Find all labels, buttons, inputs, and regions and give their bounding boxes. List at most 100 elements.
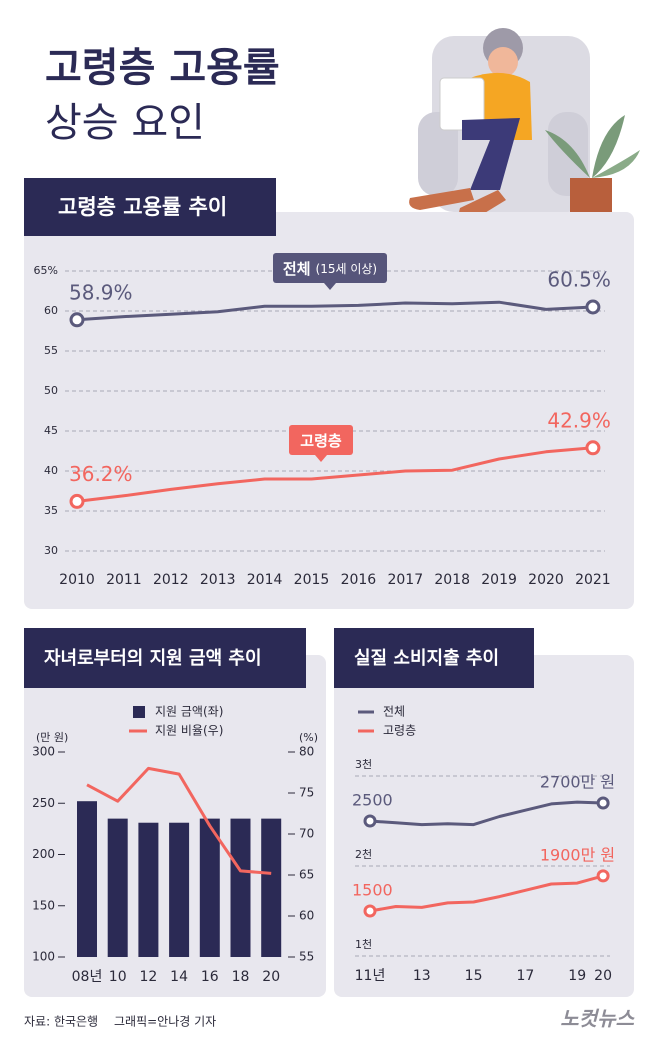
panel-tab bbox=[24, 178, 276, 236]
data-label: 1500 bbox=[352, 881, 393, 900]
x-tick-label: 16 bbox=[201, 969, 219, 985]
series-label-box bbox=[273, 253, 387, 283]
series-label-pointer bbox=[315, 455, 327, 462]
y-tick-label: 2천 bbox=[355, 847, 372, 861]
x-tick-label: 2016 bbox=[341, 572, 377, 588]
bar bbox=[169, 822, 190, 957]
series-label-box bbox=[289, 425, 353, 455]
series-label: 고령층 bbox=[300, 432, 342, 450]
y-tick-label: 60 bbox=[44, 304, 58, 317]
y-tick-label: 35 bbox=[44, 504, 58, 517]
panel-tab bbox=[334, 628, 534, 688]
y2-tick-label: 80 bbox=[299, 745, 314, 759]
y-tick-label: 100 bbox=[32, 950, 55, 964]
y-tick-label: 3천 bbox=[355, 757, 372, 771]
y2-tick-label: 70 bbox=[299, 827, 314, 841]
x-tick-label: 2014 bbox=[247, 572, 283, 588]
x-tick-label: 11년 bbox=[355, 968, 386, 984]
chart-title: 자녀로부터의 지원 금액 추이 bbox=[44, 648, 262, 669]
x-tick-label: 2013 bbox=[200, 572, 236, 588]
point bbox=[596, 796, 610, 810]
credit: 그래픽=안나경 기자 bbox=[114, 1015, 216, 1029]
y-axis-label: (만 원) bbox=[36, 731, 68, 744]
point bbox=[596, 869, 610, 883]
line bbox=[369, 874, 604, 913]
point bbox=[585, 440, 601, 456]
line bbox=[76, 446, 594, 503]
y-tick-label: 65% bbox=[34, 264, 58, 277]
legend-label: 고령층 bbox=[383, 724, 416, 738]
x-tick-label: 2015 bbox=[294, 572, 330, 588]
chart-title: 실질 소비지출 추이 bbox=[354, 648, 499, 669]
x-tick-label: 2018 bbox=[434, 572, 470, 588]
x-tick-label: 12 bbox=[139, 969, 157, 985]
title: 고령층 고용률 bbox=[45, 45, 280, 91]
point bbox=[363, 904, 377, 918]
source: 자료: 한국은행 bbox=[24, 1014, 98, 1029]
line bbox=[86, 766, 272, 875]
x-tick-label: 10 bbox=[109, 969, 127, 985]
legend-label: 전체 bbox=[383, 705, 405, 719]
x-tick-label: 17 bbox=[516, 968, 534, 984]
x-tick-label: 2010 bbox=[59, 572, 95, 588]
x-tick-label: 13 bbox=[413, 968, 431, 984]
y-tick-label: 45 bbox=[44, 424, 58, 437]
y-tick-label: 300 bbox=[32, 745, 55, 759]
x-tick-label: 2020 bbox=[528, 572, 564, 588]
y2-tick-label: 55 bbox=[299, 950, 314, 964]
bar bbox=[261, 818, 282, 957]
x-tick-label: 20 bbox=[594, 968, 612, 984]
data-label: 58.9% bbox=[69, 280, 133, 304]
data-label: 2500 bbox=[352, 791, 393, 810]
point bbox=[363, 814, 377, 828]
x-tick-label: 2012 bbox=[153, 572, 189, 588]
x-tick-label: 2011 bbox=[106, 572, 142, 588]
illustration bbox=[409, 28, 640, 222]
y2-tick-label: 65 bbox=[299, 868, 314, 882]
line bbox=[369, 800, 604, 827]
x-tick-label: 15 bbox=[465, 968, 483, 984]
y-tick-label: 150 bbox=[32, 898, 55, 912]
data-label: 2700만 원 bbox=[540, 773, 615, 792]
legend-label: 지원 비율(우) bbox=[155, 724, 223, 738]
series-label: 전체 (15세 이상) bbox=[283, 260, 377, 278]
bar bbox=[199, 818, 220, 957]
y-tick-label: 30 bbox=[44, 544, 58, 557]
bar bbox=[138, 822, 159, 957]
y-tick-label: 250 bbox=[32, 796, 55, 810]
point bbox=[69, 312, 85, 328]
y2-tick-label: 75 bbox=[299, 786, 314, 800]
y-tick-label: 200 bbox=[32, 847, 55, 861]
line bbox=[76, 300, 593, 322]
y-tick-label: 50 bbox=[44, 384, 58, 397]
y2-axis-label: (%) bbox=[299, 731, 318, 744]
y2-tick-label: 60 bbox=[299, 909, 314, 923]
x-tick-label: 19 bbox=[568, 968, 586, 984]
y-tick-label: 40 bbox=[44, 464, 58, 477]
point bbox=[69, 493, 85, 509]
series-name: 고령층 bbox=[300, 432, 342, 450]
y-tick-label: 55 bbox=[44, 344, 58, 357]
panel bbox=[334, 655, 634, 997]
point bbox=[585, 299, 601, 315]
x-tick-label: 14 bbox=[170, 969, 188, 985]
panel-tab bbox=[24, 628, 306, 688]
data-label: 36.2% bbox=[69, 462, 133, 486]
bar bbox=[77, 801, 97, 957]
chart-title: 고령층 고용률 추이 bbox=[58, 195, 227, 219]
legend-swatch bbox=[133, 706, 145, 718]
x-tick-label: 18 bbox=[232, 969, 250, 985]
x-tick-label: 08년 bbox=[72, 969, 103, 985]
x-tick-label: 20 bbox=[262, 969, 280, 985]
bar bbox=[107, 818, 128, 957]
x-tick-label: 2021 bbox=[575, 572, 611, 588]
data-label: 60.5% bbox=[547, 268, 611, 292]
series-label-pointer bbox=[324, 283, 336, 290]
legend-label: 지원 금액(좌) bbox=[155, 705, 223, 719]
series-name: 전체 bbox=[283, 260, 311, 278]
y-tick-label: 1천 bbox=[355, 937, 372, 951]
data-label: 42.9% bbox=[547, 408, 611, 432]
logo: 노컷뉴스 bbox=[560, 1007, 635, 1031]
series-note: (15세 이상) bbox=[316, 262, 378, 276]
